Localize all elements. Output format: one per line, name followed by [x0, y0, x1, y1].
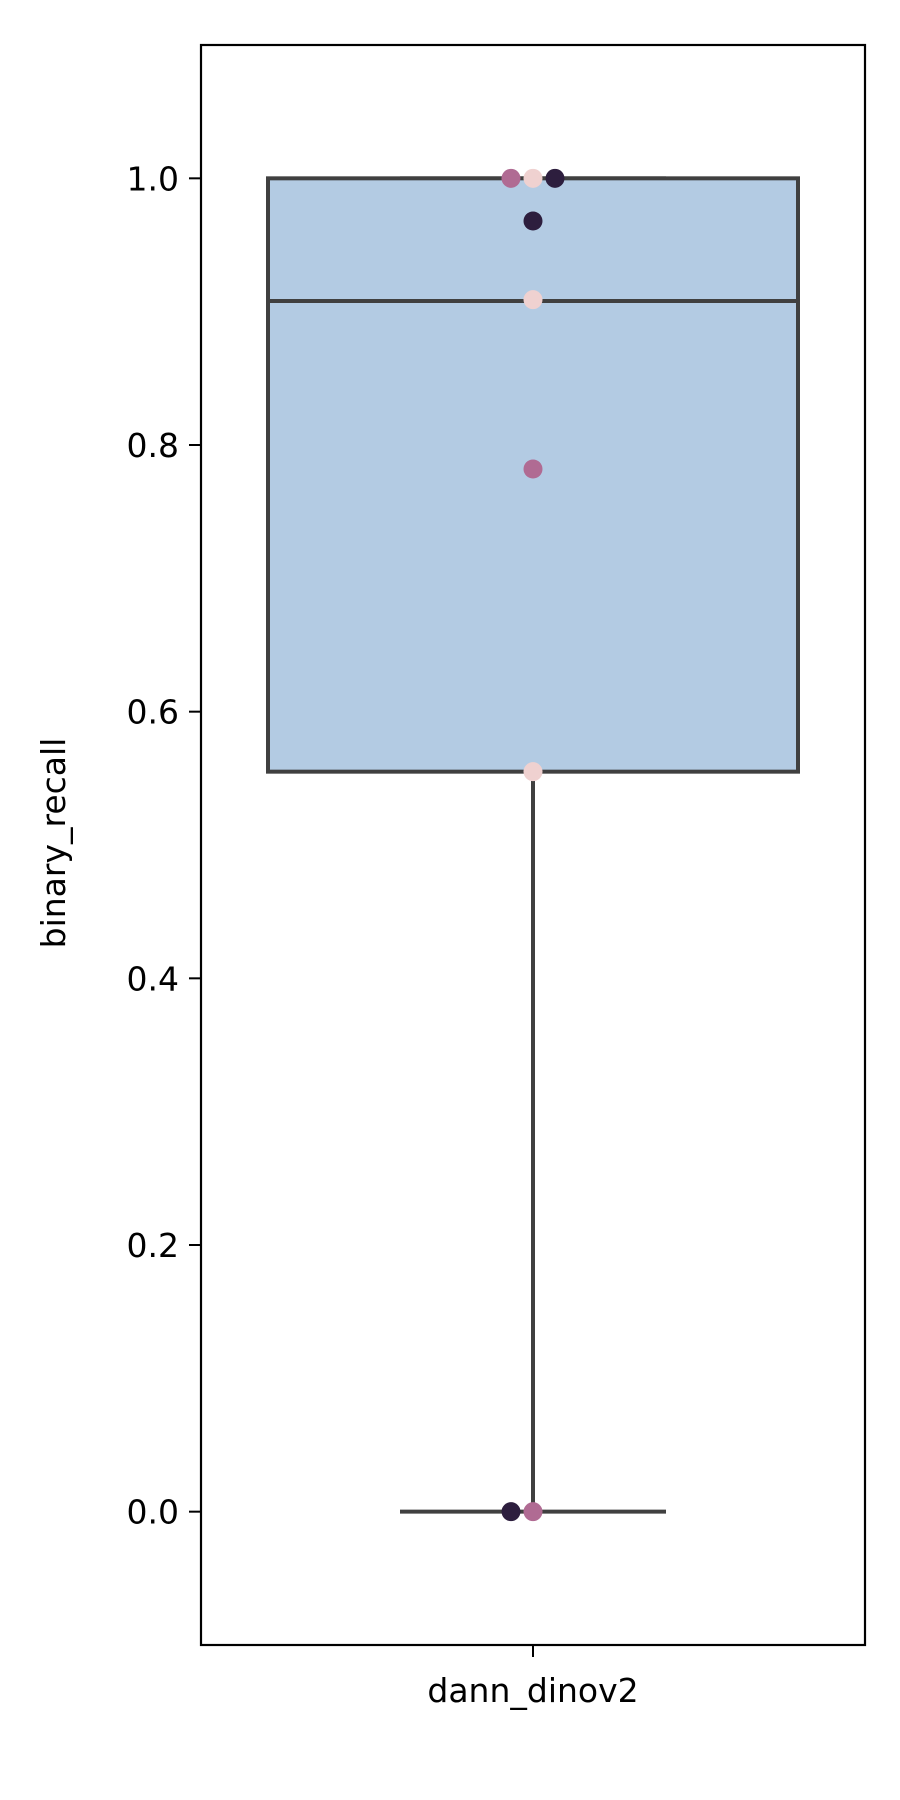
data-point	[501, 168, 521, 188]
data-point	[523, 168, 543, 188]
data-point	[501, 1502, 521, 1522]
y-axis-label: binary_recall	[34, 738, 73, 949]
plot-area: 0.0 0.2 0.4 0.6 0.8 1.0 dann_dinov2	[127, 43, 867, 1710]
y-tick-label: 0.6	[127, 693, 179, 732]
data-point	[523, 211, 543, 231]
y-tick-label: 1.0	[127, 159, 179, 198]
data-point	[523, 459, 543, 479]
y-tick-label: 0.4	[127, 959, 179, 998]
data-point	[545, 168, 565, 188]
y-tick-label: 0.8	[127, 426, 179, 465]
axes-frame	[199, 43, 867, 1647]
y-tick-label: 0.2	[127, 1226, 179, 1265]
data-point	[523, 762, 543, 782]
data-point	[523, 290, 543, 310]
x-tick-label: dann_dinov2	[427, 1671, 638, 1710]
data-point	[523, 1502, 543, 1522]
y-tick-label: 0.0	[127, 1493, 179, 1532]
